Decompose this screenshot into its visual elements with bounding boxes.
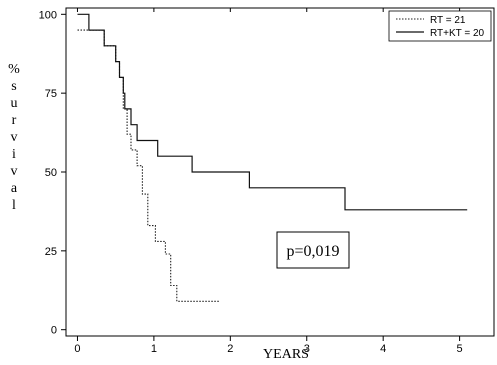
x-tick-label: 5 — [457, 343, 463, 355]
legend-label-rt: RT = 21 — [430, 15, 466, 26]
x-tick-label: 0 — [74, 343, 80, 355]
x-tick-label: 2 — [227, 343, 233, 355]
p-value-box — [276, 231, 350, 269]
p-value-annotation: p=0,019 — [276, 231, 350, 269]
y-tick-label: 50 — [45, 167, 57, 179]
x-tick-label: 4 — [380, 343, 386, 355]
y-tick-label: 75 — [45, 88, 57, 100]
y-label-letter: i — [12, 147, 16, 162]
legend-label-rtkt: RT+KT = 20 — [430, 28, 485, 39]
p-value-text: p=0,019 — [286, 243, 339, 260]
x-tick-label: 3 — [304, 343, 310, 355]
y-tick-label: 25 — [45, 246, 57, 258]
series-line-rt — [77, 29, 219, 302]
y-label-letter: v — [11, 164, 18, 179]
y-label-letter: l — [12, 198, 16, 213]
legend: RT = 21 RT+KT = 20 — [388, 10, 492, 42]
x-tick-label: 1 — [151, 343, 157, 355]
x-axis-label: YEARS — [263, 347, 309, 362]
series-layer — [77, 13, 468, 302]
y-label-letter: u — [11, 96, 18, 111]
y-label-letter: r — [12, 113, 17, 128]
x-axis: 0 1 2 3 4 5 — [74, 8, 463, 355]
y-axis: 0 25 50 75 100 — [39, 9, 66, 337]
y-label-letter: a — [11, 181, 18, 196]
series-line-rt-kt — [77, 13, 468, 211]
y-label-letter: % — [8, 62, 20, 77]
plot-frame — [65, 7, 495, 337]
legend-box — [388, 10, 492, 42]
y-label-letter: v — [11, 130, 18, 145]
y-tick-label: 100 — [39, 9, 57, 21]
y-label-letter: s — [11, 79, 16, 94]
y-tick-label: 0 — [51, 325, 57, 337]
